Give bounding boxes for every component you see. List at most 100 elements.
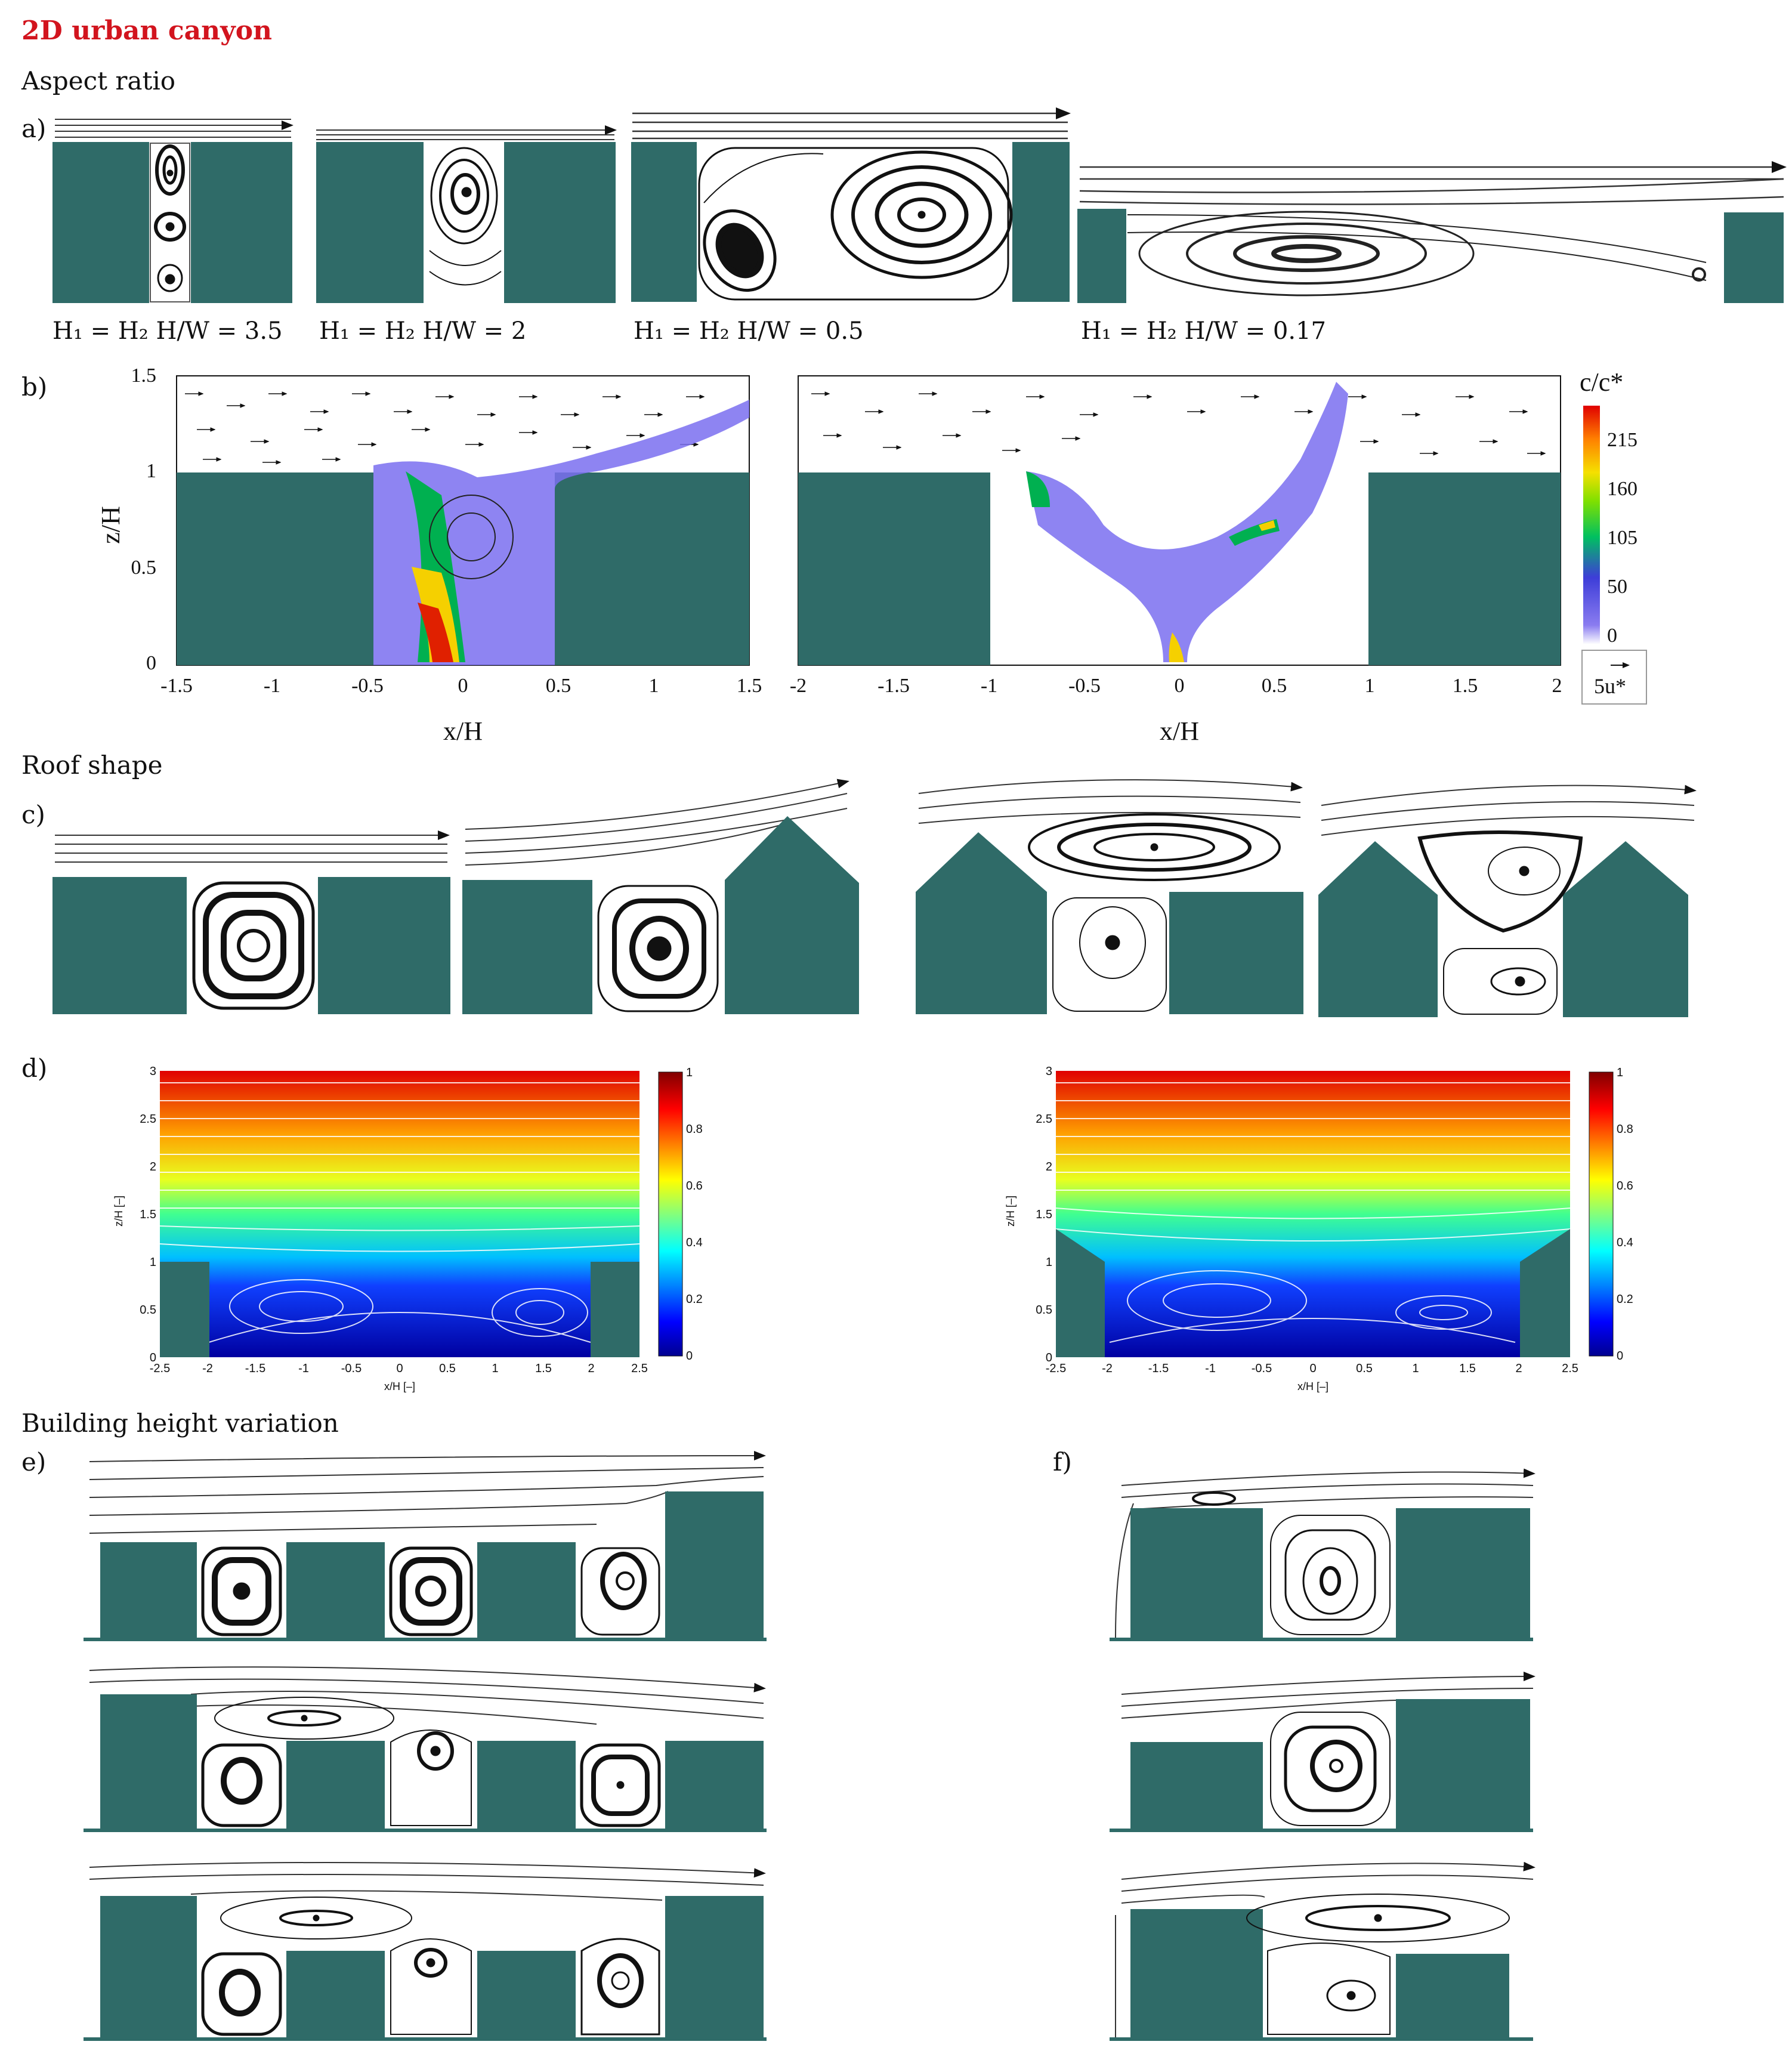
canyon-e2: [84, 1666, 767, 1832]
building: [316, 142, 424, 303]
ytick-1-5: 1.5: [131, 365, 157, 387]
ytick-1: 1: [146, 460, 156, 482]
xtick: -1: [298, 1362, 309, 1375]
xtick: -2.5: [1046, 1362, 1066, 1375]
scale-box: [1581, 650, 1647, 705]
building: [725, 816, 859, 1014]
colorbar-tick: 0.4: [1617, 1236, 1633, 1249]
ytick-0-5: 0.5: [131, 557, 157, 579]
ytick: 0.5: [140, 1304, 156, 1317]
xtick: 0.5: [1356, 1362, 1373, 1375]
xtick: -2: [202, 1362, 213, 1375]
canyon-f3: [1110, 1861, 1535, 2041]
concentration-high: [1026, 471, 1050, 507]
building: [1520, 1229, 1570, 1357]
building: [1318, 841, 1438, 1017]
ytick: 1.5: [140, 1208, 156, 1221]
ytick: 3: [150, 1065, 156, 1078]
canyon-e1: [84, 1451, 767, 1641]
velocity-field-right: [1056, 1071, 1570, 1357]
building: [477, 1951, 576, 2037]
xtick: 1: [649, 675, 659, 697]
canyon-a2: [316, 125, 617, 303]
building: [100, 1896, 197, 2037]
xtick: 2.5: [631, 1362, 648, 1375]
xtick: -2.5: [150, 1362, 170, 1375]
canyon-c2: [462, 779, 859, 1014]
canyon-f2: [1110, 1672, 1535, 1832]
xtick: 1.5: [737, 675, 762, 697]
concentration-peak: [1259, 520, 1275, 531]
colorbar: [658, 1071, 683, 1357]
colorbar-tick: 0: [1617, 1349, 1623, 1363]
xtick: -0.5: [1252, 1362, 1272, 1375]
building: [1130, 1909, 1263, 2037]
y-axis-label: z/H [–]: [1005, 1196, 1017, 1227]
building: [1130, 1508, 1263, 1638]
xtick: -1: [1205, 1362, 1216, 1375]
building: [477, 1741, 576, 1829]
xtick: -1.5: [878, 675, 910, 697]
panel-label-e: e): [21, 1447, 47, 1477]
velocity-field-left: [160, 1071, 639, 1357]
colorbar-tick: 105: [1607, 527, 1637, 549]
panel-label-d: d): [21, 1054, 48, 1083]
xtick: 0.5: [439, 1362, 456, 1375]
ytick: 0: [1046, 1351, 1052, 1364]
xtick: 1.5: [1459, 1362, 1476, 1375]
xtick: 1: [492, 1362, 498, 1375]
panel-label-c: c): [21, 800, 45, 829]
y-axis-label: z/H [–]: [113, 1196, 125, 1227]
colorbar-tick: 0.8: [686, 1123, 703, 1136]
xtick: -1.5: [245, 1362, 265, 1375]
building: [286, 1741, 385, 1829]
building: [1077, 209, 1126, 303]
colorbar-tick: 0.4: [686, 1236, 703, 1249]
colorbar-tick: 0.2: [686, 1293, 703, 1306]
colorbar-tick: 0: [686, 1349, 693, 1363]
canyon-a3: [631, 107, 1071, 302]
colorbar-tick: 160: [1607, 478, 1637, 500]
building: [665, 1491, 764, 1638]
xtick: -2: [790, 675, 807, 697]
panel-label-f: f): [1053, 1447, 1072, 1477]
xtick: 2.5: [1562, 1362, 1578, 1375]
x-axis-label-left: x/H: [443, 716, 483, 746]
section-roof-shape: Roof shape: [21, 751, 163, 780]
colorbar-tick: 1: [1617, 1066, 1623, 1079]
xtick: -0.5: [341, 1362, 362, 1375]
xtick: 1.5: [1453, 675, 1478, 697]
canyon-e3: [84, 1862, 767, 2041]
ytick: 2: [150, 1160, 156, 1173]
xtick: 2: [588, 1362, 594, 1375]
concentration-max: [418, 603, 453, 662]
colorbar-tick: 1: [686, 1066, 693, 1079]
ytick: 3: [1046, 1065, 1052, 1078]
colorbar-tick: 215: [1607, 429, 1637, 451]
ytick: 0.5: [1036, 1304, 1052, 1317]
y-axis-label: z/H: [96, 506, 125, 544]
section-height-variation: Building height variation: [21, 1409, 339, 1438]
building: [52, 877, 187, 1014]
xtick: 0: [396, 1362, 403, 1375]
xtick: 0.5: [1262, 675, 1287, 697]
colorbar-tick: 0.8: [1617, 1123, 1633, 1136]
panel-c-streamlines: [52, 779, 1697, 1017]
canyon-c1: [52, 830, 450, 1014]
ytick: 2: [1046, 1160, 1052, 1173]
panel-label-a: a): [21, 114, 47, 143]
ytick: 1.5: [1036, 1208, 1052, 1221]
building: [160, 1262, 209, 1357]
panel-a-streamlines: [52, 107, 1787, 303]
ytick: 2.5: [1036, 1113, 1052, 1126]
caption-a2: H₁ = H₂ H/W = 2: [319, 317, 527, 345]
building: [286, 1951, 385, 2037]
xtick: -0.5: [1068, 675, 1101, 697]
building: [1396, 1699, 1530, 1829]
colorbar-tick: 0: [1607, 625, 1617, 647]
concentration-plume: [373, 400, 749, 665]
building: [1169, 892, 1303, 1014]
caption-a4: H₁ = H₂ H/W = 0.17: [1081, 317, 1326, 345]
page-title: 2D urban canyon: [21, 16, 273, 46]
panel-e-f-streamlines: [84, 1451, 1535, 2041]
